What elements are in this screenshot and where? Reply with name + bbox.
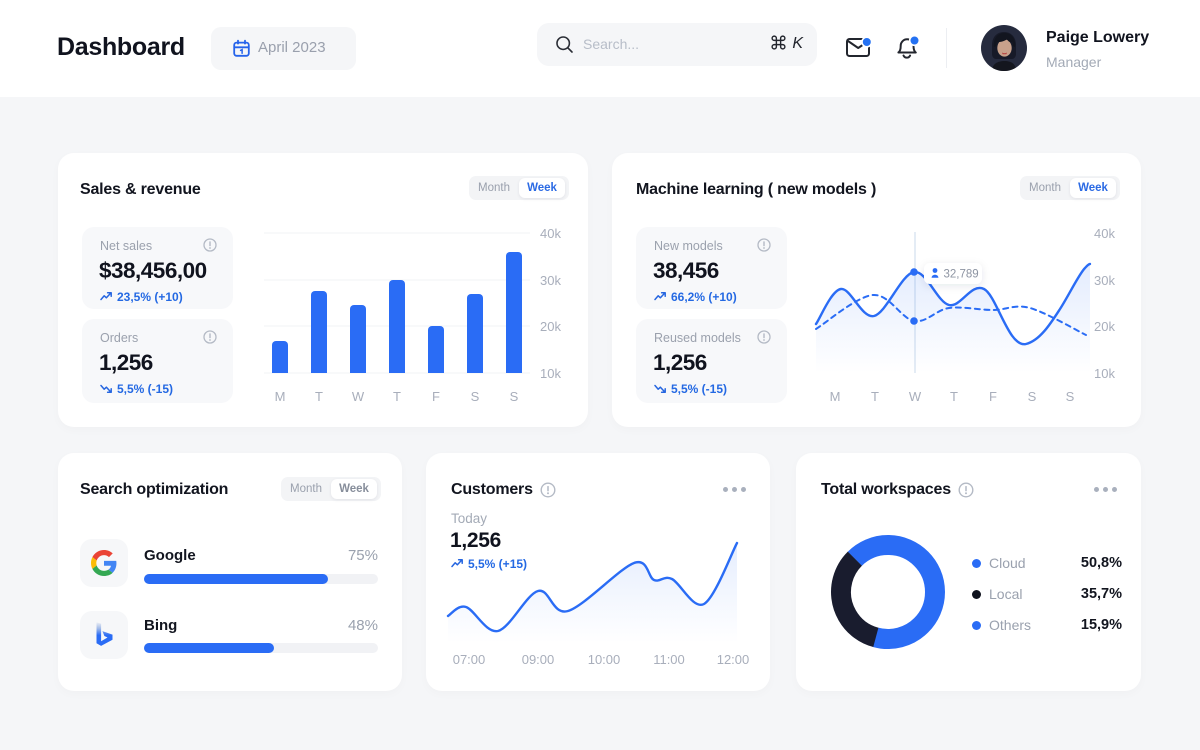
svg-text:M: M (275, 389, 286, 404)
svg-text:W: W (352, 389, 365, 404)
svg-text:09:00: 09:00 (522, 652, 555, 667)
svg-text:M: M (830, 389, 841, 404)
svg-text:40k: 40k (540, 226, 561, 241)
svg-text:30k: 30k (1094, 273, 1115, 288)
svg-text:20k: 20k (1094, 319, 1115, 334)
svg-text:10k: 10k (540, 366, 561, 381)
svg-text:10k: 10k (1094, 366, 1115, 381)
svg-text:40k: 40k (1094, 226, 1115, 241)
svg-text:12:00: 12:00 (717, 652, 750, 667)
svg-text:T: T (393, 389, 401, 404)
svg-text:T: T (950, 389, 958, 404)
svg-text:T: T (315, 389, 323, 404)
svg-text:T: T (871, 389, 879, 404)
svg-text:30k: 30k (540, 273, 561, 288)
svg-text:W: W (909, 389, 922, 404)
svg-text:S: S (471, 389, 480, 404)
svg-text:20k: 20k (540, 319, 561, 334)
svg-text:F: F (989, 389, 997, 404)
svg-text:11:00: 11:00 (653, 652, 685, 667)
svg-text:10:00: 10:00 (588, 652, 621, 667)
svg-text:07:00: 07:00 (453, 652, 486, 667)
svg-text:S: S (510, 389, 519, 404)
svg-text:S: S (1028, 389, 1037, 404)
svg-text:F: F (432, 389, 440, 404)
svg-text:32,789: 32,789 (944, 269, 979, 281)
svg-text:S: S (1066, 389, 1075, 404)
